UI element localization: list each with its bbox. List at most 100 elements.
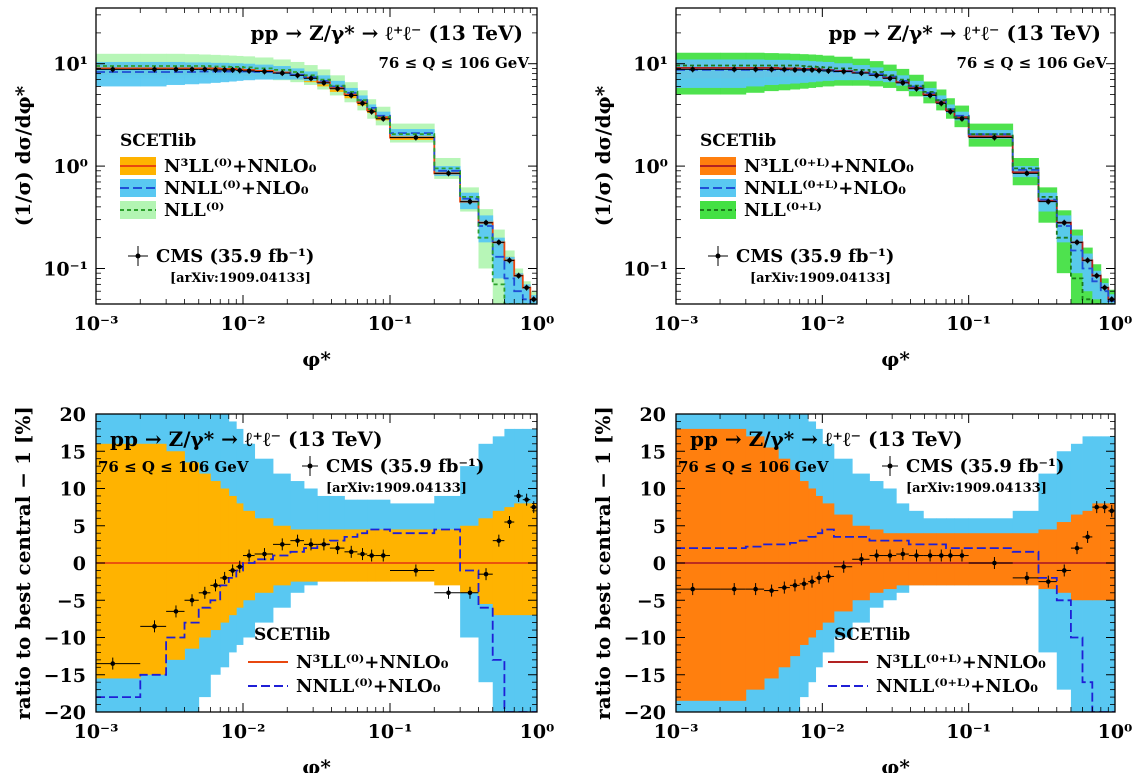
y-tick-label: 15 xyxy=(60,441,86,463)
cms-point-24 xyxy=(496,538,502,543)
cms-point-9 xyxy=(246,553,252,558)
y-tick-label: 10⁻¹ xyxy=(43,258,88,280)
band-NNLL⁽⁰⁾+NLO₀-bin-24 xyxy=(492,237,505,279)
legend-cms-label: CMS (35.9 fb⁻¹) xyxy=(906,456,1064,477)
cms-point-19 xyxy=(380,553,386,558)
cms-point-5 xyxy=(213,67,218,73)
y-tick-label: 10¹ xyxy=(53,54,88,76)
legend-cms-label: CMS (35.9 fb⁻¹) xyxy=(736,246,894,267)
band-N³LL⁽⁰⁺ᴸ⁾+NNLO₀-bin-20 xyxy=(968,533,1014,586)
x-tick-label: 10⁻¹ xyxy=(946,721,991,743)
series-line-NNLL⁽⁰⁾+NLO₀ xyxy=(96,528,537,712)
band-N³LL⁽⁰⁺ᴸ⁾+NNLO₀-bin-25 xyxy=(1082,510,1093,601)
cms-point-7 xyxy=(230,568,235,573)
cms-point-21 xyxy=(1024,575,1030,581)
x-tick-label: 10⁰ xyxy=(520,721,555,743)
legend-label-2: NLL⁽⁰⁾ xyxy=(164,200,224,221)
plot-area xyxy=(96,414,537,712)
legend-cms-label: CMS (35.9 fb⁻¹) xyxy=(326,456,484,477)
y-tick-label: −10 xyxy=(44,628,86,650)
y-axis-label: (1/σ) dσ/dφ* xyxy=(591,85,615,226)
cms-point-19 xyxy=(959,553,965,558)
band-NNLL⁽⁰⁾+NLO₀-bin-25 xyxy=(504,256,515,304)
panel-p2: 10⁻³ 10⁻² 10⁻¹ 10⁰ 10⁻¹ 10⁰ 10¹ φ* (1/σ) dσ/dφ* p… xyxy=(591,7,1132,371)
band-N³LL⁽⁰⁾+NNLO₀-bin-0 xyxy=(96,443,141,679)
legend-label-1: NNLL⁽⁰⁾+NLO₀ xyxy=(164,178,309,199)
x-tick-label: 10⁻³ xyxy=(74,721,119,743)
cms-point-21 xyxy=(1024,171,1030,176)
cms-point-27 xyxy=(524,285,529,290)
band-N³LL⁽⁰⁾+NNLO₀-bin-4 xyxy=(198,473,211,638)
legend-label-1: NNLL⁽⁰⁾+NLO₀ xyxy=(296,676,441,697)
cms-point-6 xyxy=(801,67,807,73)
legend-cms-label: CMS (35.9 fb⁻¹) xyxy=(156,246,314,267)
band-N³LL⁽⁰⁺ᴸ⁾+NNLO₀-bin-28 xyxy=(1108,503,1115,601)
y-tick-label: 5 xyxy=(653,516,666,538)
cms-point-15 xyxy=(914,86,919,92)
band-N³LL⁽⁰⁺ᴸ⁾+NNLO₀-bin-22 xyxy=(1038,529,1058,590)
cms-point-14 xyxy=(321,542,327,547)
x-tick-label: 10⁻² xyxy=(221,313,266,335)
cms-point-6 xyxy=(801,581,807,587)
legend-label-0: N³LL⁽⁰⁾+NNLO₀ xyxy=(296,652,449,673)
cms-point-26 xyxy=(516,493,521,499)
process-title: pp → Z/γ* → ℓ⁺ℓ⁻ (13 TeV) xyxy=(828,21,1101,45)
cms-point-8 xyxy=(237,68,243,73)
y-tick-label: −20 xyxy=(44,702,86,724)
cms-point-12 xyxy=(295,73,300,78)
cms-point-16 xyxy=(927,93,933,98)
cms-point-5 xyxy=(792,67,798,73)
band-N³LL⁽⁰⁺ᴸ⁾+NNLO₀-bin-26 xyxy=(1092,503,1102,601)
series-line-NNLL⁽⁰⁺ᴸ⁾+NLO₀ xyxy=(676,528,1115,712)
legend-label-1: NNLL⁽⁰⁺ᴸ⁾+NLO₀ xyxy=(876,676,1038,697)
cms-point-5 xyxy=(792,583,798,588)
y-tick-label: −15 xyxy=(624,665,666,687)
panel-p1: 10⁻³ 10⁻² 10⁻¹ 10⁰ 10⁻¹ 10⁰ 10¹ φ* (1/σ) dσ/dφ* p… xyxy=(11,7,554,371)
process-title: pp → Z/γ* → ℓ⁺ℓ⁻ (13 TeV) xyxy=(110,427,383,451)
cms-point-20 xyxy=(992,135,997,140)
cms-point-21 xyxy=(446,590,451,596)
cms-point-20 xyxy=(413,568,419,573)
cms-point-27 xyxy=(524,497,529,502)
cms-point-22 xyxy=(1045,579,1051,584)
cms-point-26 xyxy=(1094,504,1100,510)
cms-point-10 xyxy=(262,69,267,74)
band-N³LL⁽⁰⁾+NNLO₀-bin-13 xyxy=(304,529,318,582)
y-tick-label: 20 xyxy=(60,404,86,426)
cms-point-23 xyxy=(483,571,489,577)
band-N³LL⁽⁰⁾+NNLO₀-bin-7 xyxy=(228,495,237,616)
legend-label-0: N³LL⁽⁰⁾+NNLO₀ xyxy=(164,156,317,177)
legend-cms-ref: [arXiv:1909.04133] xyxy=(750,271,891,286)
cms-point-28 xyxy=(531,504,537,510)
cms-point-9 xyxy=(246,68,252,74)
cms-point-6 xyxy=(222,67,227,73)
cms-point-20 xyxy=(413,135,419,140)
band-N³LL⁽⁰⁾+NNLO₀-bin-6 xyxy=(220,488,230,623)
band-NNLL⁽⁰⁾+NLO₀-bin-21 xyxy=(434,166,461,177)
y-axis-label: ratio to best central − 1 [%] xyxy=(591,406,615,720)
band-N³LL⁽⁰⁺ᴸ⁾+NNLO₀-bin-24 xyxy=(1070,514,1083,601)
y-tick-label: 10⁻¹ xyxy=(623,258,668,280)
band-N³LL⁽⁰⁾+NNLO₀-bin-21 xyxy=(434,529,461,586)
band-N³LL⁽⁰⁾+NNLO₀-bin-15 xyxy=(329,529,345,582)
cms-point-24 xyxy=(1074,240,1080,245)
cms-point-25 xyxy=(1085,534,1090,540)
band-NNLL⁽⁰⁾+NLO₀-bin-18 xyxy=(367,499,377,556)
y-tick-label: −5 xyxy=(637,590,666,612)
cms-point-18 xyxy=(369,109,374,114)
legend-cms-marker xyxy=(715,253,721,259)
cms-point-2 xyxy=(173,67,179,72)
x-tick-label: 10⁻¹ xyxy=(368,721,413,743)
process-title: pp → Z/γ* → ℓ⁺ℓ⁻ (13 TeV) xyxy=(250,21,523,45)
legend-cms-marker xyxy=(887,463,893,469)
cms-point-25 xyxy=(1085,258,1090,263)
plot-frame xyxy=(675,7,1116,305)
legend-cms-ref: [arXiv:1909.04133] xyxy=(326,481,467,496)
cms-point-1 xyxy=(152,67,157,72)
y-tick-label: −10 xyxy=(624,628,666,650)
legend-cms-marker xyxy=(135,253,141,259)
band-N³LL⁽⁰⁾+NNLO₀-bin-25 xyxy=(504,507,515,616)
band-N³LL⁽⁰⁾+NNLO₀-bin-5 xyxy=(210,481,221,631)
band-N³LL⁽⁰⁾+NNLO₀-bin-3 xyxy=(184,462,200,649)
y-tick-label: −20 xyxy=(624,702,666,724)
